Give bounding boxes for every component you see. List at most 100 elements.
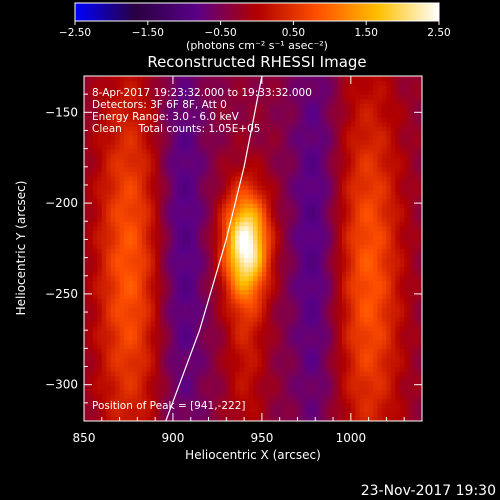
heatmap-cell: [417, 266, 422, 272]
heatmap-cell: [275, 389, 281, 395]
heatmap-image: [84, 76, 422, 421]
heatmap-cell: [199, 352, 205, 359]
heatmap-cell: [97, 380, 103, 386]
heatmap-cell: [226, 371, 232, 377]
heatmap-cell: [159, 262, 165, 268]
heatmap-cell: [141, 216, 147, 222]
heatmap-cell: [110, 384, 116, 390]
heatmap-cell: [97, 411, 103, 418]
heatmap-cell: [377, 166, 383, 172]
heatmap-cell: [368, 257, 374, 263]
heatmap-cell: [355, 266, 361, 272]
heatmap-cell: [346, 371, 352, 377]
heatmap-cell: [208, 352, 214, 359]
heatmap-cell: [266, 343, 272, 349]
heatmap-cell: [110, 221, 116, 227]
heatmap-cell: [137, 343, 143, 349]
heatmap-cell: [137, 398, 143, 404]
heatmap-cell: [124, 162, 130, 168]
heatmap-cell: [212, 203, 219, 209]
heatmap-cell: [297, 203, 303, 209]
heatmap-cell: [119, 339, 125, 345]
heatmap-cell: [284, 339, 290, 345]
heatmap-cell: [235, 380, 241, 386]
heatmap-cell: [186, 389, 192, 395]
heatmap-cell: [279, 348, 285, 354]
heatmap-cell: [221, 343, 227, 349]
heatmap-cell: [395, 148, 401, 154]
heatmap-cell: [132, 125, 138, 132]
heatmap-cell: [92, 144, 98, 150]
heatmap-cell: [199, 266, 205, 272]
heatmap-cell: [141, 225, 147, 231]
heatmap-cell: [132, 366, 138, 372]
heatmap-cell: [270, 416, 276, 421]
heatmap-cell: [266, 389, 272, 395]
heatmap-cell: [377, 416, 383, 421]
heatmap-cell: [350, 243, 356, 250]
heatmap-cell: [399, 321, 405, 327]
heatmap-cell: [288, 348, 294, 354]
heatmap-cell: [368, 221, 374, 227]
heatmap-cell: [128, 130, 134, 136]
heatmap-cell: [377, 203, 383, 209]
heatmap-cell: [395, 352, 401, 359]
heatmap-cell: [341, 148, 347, 154]
heatmap-cell: [301, 312, 307, 318]
heatmap-cell: [119, 148, 125, 154]
heatmap-cell: [124, 180, 130, 186]
heatmap-cell: [141, 271, 147, 277]
heatmap-cell: [404, 371, 410, 377]
heatmap-cell: [204, 307, 210, 313]
heatmap-cell: [177, 312, 183, 318]
heatmap-cell: [293, 180, 299, 186]
heatmap-cell: [164, 375, 170, 381]
heatmap-cell: [293, 298, 299, 304]
colorbar: [74, 2, 440, 22]
heatmap-cell: [186, 239, 192, 245]
heatmap-cell: [315, 361, 321, 368]
heatmap-cell: [306, 184, 312, 191]
heatmap-cell: [266, 321, 272, 327]
heatmap-cell: [261, 312, 267, 318]
heatmap-cell: [235, 266, 241, 272]
heatmap-cell: [310, 330, 316, 336]
heatmap-cell: [239, 275, 245, 281]
heatmap-cell: [88, 402, 94, 408]
heatmap-cell: [284, 180, 290, 186]
heatmap-cell: [128, 316, 134, 322]
heatmap-cell: [377, 407, 383, 413]
heatmap-cell: [155, 221, 161, 227]
heatmap-cell: [186, 293, 192, 300]
heatmap-cell: [288, 271, 294, 277]
heatmap-cell: [137, 352, 143, 359]
heatmap-cell: [373, 407, 379, 413]
heatmap-cell: [337, 384, 343, 390]
heatmap-cell: [119, 239, 125, 245]
heatmap-cell: [181, 203, 187, 209]
heatmap-cell: [404, 275, 410, 281]
heatmap-cell: [288, 130, 294, 136]
heatmap-cell: [413, 166, 419, 172]
heatmap-cell: [155, 389, 161, 395]
heatmap-cell: [88, 162, 94, 168]
heatmap-cell: [364, 148, 370, 154]
heatmap-cell: [106, 325, 112, 331]
heatmap-cell: [217, 162, 223, 168]
heatmap-cell: [132, 225, 138, 231]
heatmap-cell: [275, 248, 281, 254]
heatmap-cell: [324, 253, 330, 259]
heatmap-cell: [97, 361, 103, 368]
heatmap-cell: [297, 184, 303, 191]
heatmap-cell: [297, 416, 303, 421]
heatmap-cell: [373, 275, 379, 281]
heatmap-cell: [381, 402, 388, 408]
heatmap-cell: [413, 384, 419, 390]
heatmap-cell: [310, 262, 316, 268]
heatmap-cell: [266, 171, 272, 177]
heatmap-cell: [368, 248, 374, 254]
heatmap-cell: [404, 330, 410, 336]
heatmap-cell: [204, 234, 210, 241]
heatmap-cell: [324, 234, 330, 241]
heatmap-cell: [155, 330, 161, 336]
